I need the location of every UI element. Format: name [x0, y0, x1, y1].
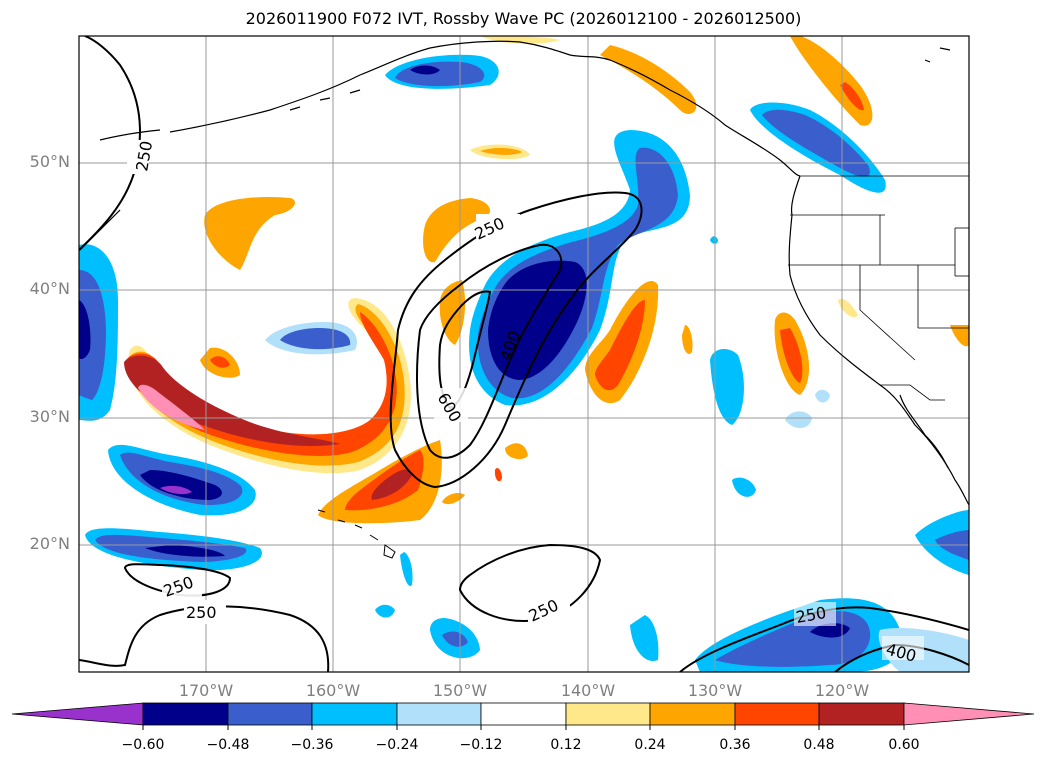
- hawaii-islands: [317, 509, 396, 559]
- colorbar-tick-10: 0.60: [888, 737, 920, 753]
- colorbar-seg-4: [396, 702, 482, 726]
- state-borders: [788, 175, 969, 401]
- colorbar-seg-2: [227, 702, 313, 726]
- colorbar-extend-high: [903, 702, 1035, 726]
- colorbar-tick-6: 0.12: [550, 737, 582, 753]
- colorbar-tick-7: 0.24: [634, 737, 666, 753]
- lat-label-50n: 50°N: [29, 152, 70, 171]
- contour-250-nw: [79, 36, 141, 251]
- contour-250-s: [79, 605, 330, 672]
- colorbar-seg-1: [142, 702, 229, 726]
- na-coast: [788, 175, 969, 506]
- alaska-coast: [169, 40, 801, 177]
- colorbar-seg-5: [480, 702, 567, 726]
- pos-blob-north: [204, 196, 295, 270]
- pos-strip-coast: [790, 36, 873, 126]
- contour-250-mid: [458, 543, 602, 622]
- gridlines: [79, 36, 969, 672]
- colorbar-seg-7: [649, 702, 736, 726]
- lon-label-160w: 160°W: [305, 681, 361, 700]
- map-frame: [78, 35, 970, 673]
- colorbar-tick-4: −0.24: [375, 737, 419, 753]
- colorbar-tick-5: −0.12: [459, 737, 503, 753]
- lon-label-130w: 130°W: [687, 681, 743, 700]
- contour-label-6: 250: [186, 603, 217, 622]
- map-plot-area: 250 250 400 600 250 250 250 250 400: [79, 36, 969, 672]
- contour-400-central: [416, 243, 563, 459]
- contour-labels: 250 250 400 600 250 250 250 250 400: [127, 139, 924, 666]
- colorbar-extend-low: [11, 702, 144, 726]
- contour-250-sw: [123, 563, 232, 597]
- lon-label-170w: 170°W: [178, 681, 234, 700]
- colorbar-seg-6: [565, 702, 651, 726]
- colorbar-tick-9: 0.48: [803, 737, 835, 753]
- lat-label-40n: 40°N: [29, 279, 70, 298]
- positive-ivt-anomalies: [124, 36, 969, 524]
- lon-label-120w: 120°W: [814, 681, 870, 700]
- colorbar-tick-2: −0.48: [206, 737, 250, 753]
- colorbar-seg-3: [311, 702, 398, 726]
- pos-arc-pink: [138, 384, 205, 430]
- map-title: 2026011900 F072 IVT, Rossby Wave PC (202…: [245, 9, 802, 28]
- colorbar-tick-8: 0.36: [719, 737, 751, 753]
- colorbar-tick-1: −0.60: [121, 737, 165, 753]
- lat-label-30n: 30°N: [29, 407, 70, 426]
- lon-label-140w: 140°W: [560, 681, 616, 700]
- lon-label-150w: 150°W: [432, 681, 488, 700]
- colorbar-seg-9: [818, 702, 905, 726]
- colorbar-seg-8: [734, 702, 820, 726]
- lat-label-20n: 20°N: [29, 534, 70, 553]
- colorbar-tick-3: −0.36: [290, 737, 334, 753]
- colorbar: [11, 702, 1035, 730]
